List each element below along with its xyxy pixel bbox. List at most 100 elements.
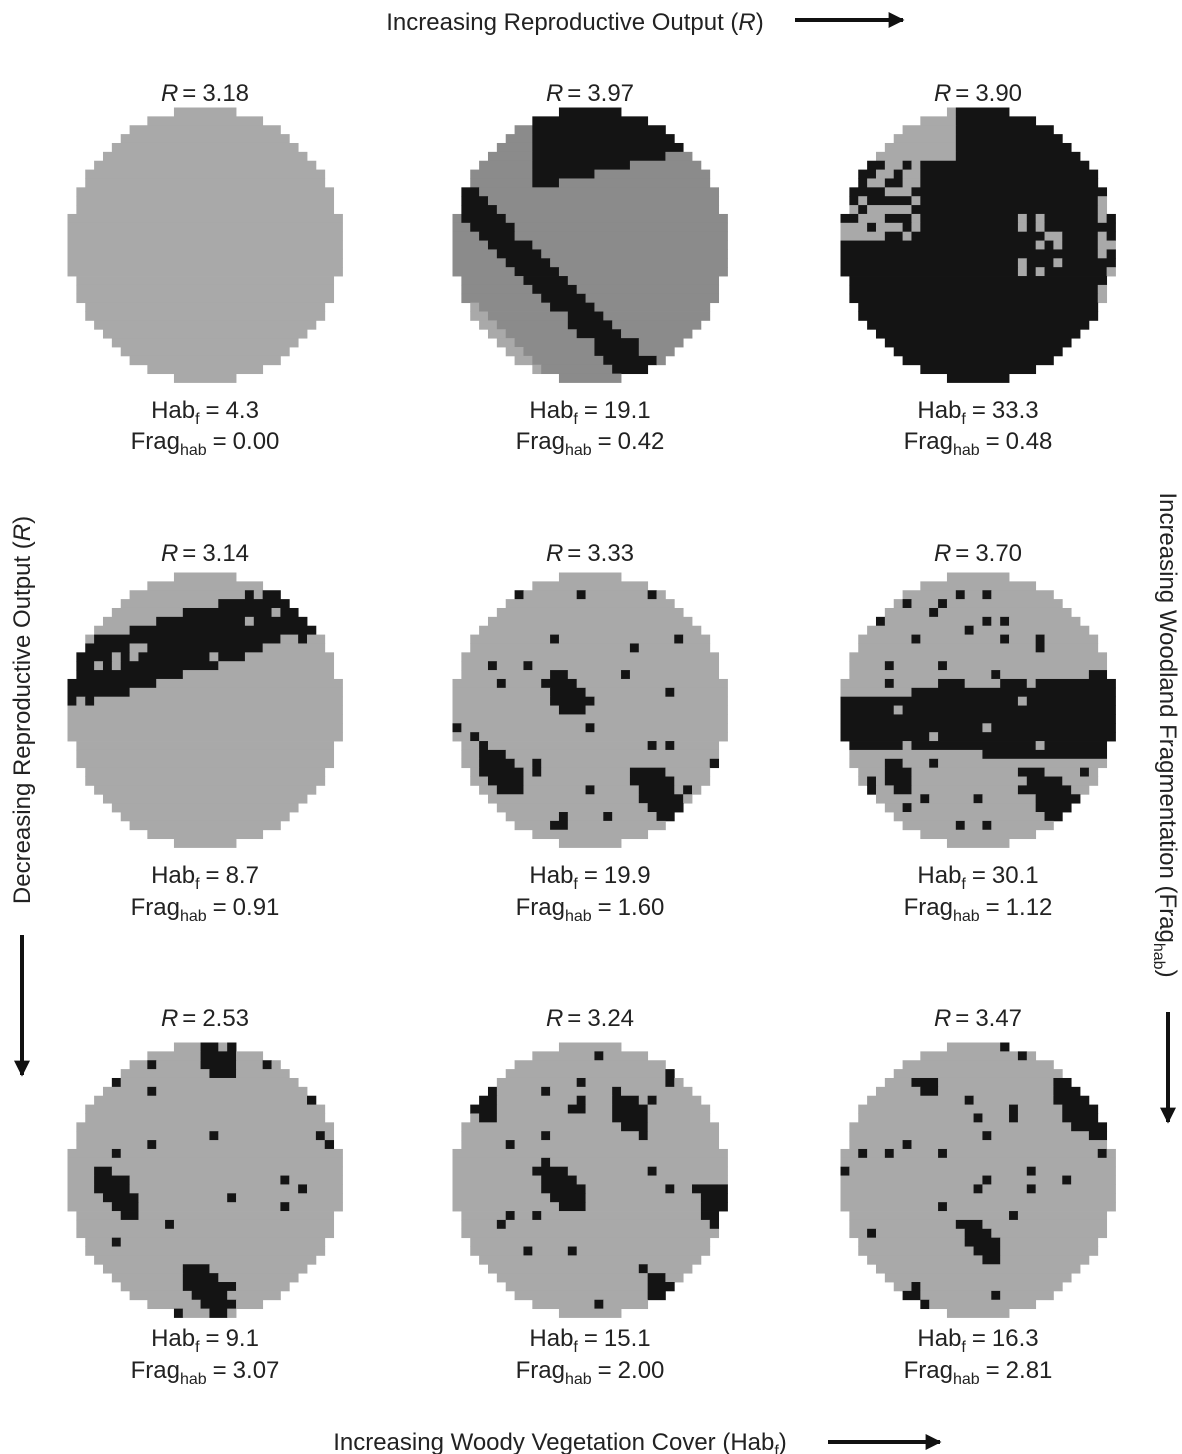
map-cells	[541, 1184, 586, 1194]
text-part: hab	[565, 442, 592, 459]
map-cells	[920, 1086, 939, 1097]
map-cells	[585, 1095, 613, 1105]
map-cells	[911, 1077, 939, 1088]
map-cells	[692, 1184, 728, 1194]
map-cells	[541, 364, 613, 375]
map-cells	[1035, 1184, 1116, 1194]
map-cells	[156, 1140, 326, 1150]
map-cells	[1044, 267, 1108, 277]
map-cells	[102, 1086, 148, 1097]
map-cells	[840, 1184, 974, 1194]
map-cells	[67, 1202, 113, 1212]
map-cells	[452, 231, 480, 241]
habitat-map	[67, 1042, 343, 1318]
map-cells	[884, 1148, 895, 1159]
map-cells	[452, 705, 560, 715]
map-cells	[452, 258, 507, 268]
map-cells	[585, 1184, 666, 1194]
map-cells	[875, 222, 903, 233]
map-cells	[479, 302, 551, 312]
map-cells	[1000, 1290, 1054, 1301]
text-part: =	[213, 1357, 227, 1384]
map-cells	[514, 338, 595, 348]
map-cells	[1017, 767, 1045, 777]
text-part: =	[972, 1325, 986, 1352]
map-cells	[111, 1237, 122, 1247]
map-cells	[85, 1237, 113, 1247]
map-cells	[840, 231, 886, 241]
map-cells	[875, 785, 895, 795]
map-cells	[1062, 231, 1099, 241]
map-cells	[849, 1140, 903, 1150]
map-cells	[858, 1148, 868, 1159]
map-cells	[532, 151, 666, 162]
map-cells	[541, 249, 728, 259]
map-cells	[532, 116, 649, 126]
text-part: hab	[180, 908, 207, 925]
map-cells	[532, 178, 560, 188]
text-part: f	[961, 411, 966, 428]
map-cells	[840, 1148, 859, 1159]
map-cells	[102, 794, 308, 804]
map-cells	[638, 643, 711, 653]
map-cells	[884, 767, 912, 777]
map-cells	[94, 696, 343, 706]
map-cells	[1017, 222, 1028, 233]
map-cells	[902, 222, 912, 233]
map-cells	[946, 572, 1010, 582]
map-cells	[920, 581, 1037, 591]
map-cells	[567, 1166, 649, 1176]
map-cells	[550, 1193, 586, 1203]
text-part: f	[195, 411, 200, 428]
map-cells	[929, 1299, 1037, 1310]
map-cells	[67, 687, 130, 698]
map-cells	[576, 678, 728, 689]
map-cells	[209, 652, 219, 662]
map-cells	[1035, 1166, 1116, 1176]
map-cells	[709, 758, 720, 769]
map-cells	[982, 616, 992, 627]
text-part: 0.48	[1006, 428, 1053, 455]
map-cells	[1044, 222, 1116, 233]
map-cells	[182, 1308, 210, 1318]
map-cells	[594, 696, 728, 706]
map-cells	[867, 320, 1090, 330]
map-cells	[920, 222, 1019, 233]
map-cells	[911, 776, 1028, 786]
map-cells	[920, 1299, 930, 1310]
map-cells	[461, 276, 524, 286]
map-cells	[893, 705, 903, 715]
map-cells	[665, 151, 693, 162]
map-cells	[938, 1077, 1054, 1088]
map-cells	[946, 373, 1010, 383]
map-cells	[982, 1175, 992, 1185]
map-cells	[692, 785, 702, 795]
map-cells	[120, 1237, 326, 1247]
map-cells	[523, 347, 595, 357]
text-part: =	[598, 1357, 612, 1384]
map-cells	[156, 616, 246, 627]
map-cells	[902, 741, 912, 751]
map-cells	[1053, 1086, 1081, 1097]
map-cells	[76, 1131, 210, 1141]
map-cells	[324, 1140, 335, 1150]
map-cells	[991, 1290, 1001, 1301]
map-cells	[1026, 776, 1063, 786]
map-cells	[76, 276, 335, 286]
map-cells	[946, 838, 1010, 848]
map-cells	[920, 196, 1099, 206]
frag-value: Fraghab = 2.00	[516, 1357, 665, 1388]
map-cells	[523, 590, 578, 600]
map-cells	[875, 151, 957, 162]
map-cells	[173, 107, 237, 117]
map-cells	[674, 741, 720, 751]
map-cells	[461, 1122, 622, 1132]
map-cells	[1026, 267, 1037, 277]
map-cells	[147, 1051, 201, 1061]
map-cells	[840, 687, 912, 698]
map-cells	[567, 812, 604, 822]
map-cells	[938, 599, 948, 609]
map-cells	[218, 1131, 317, 1141]
map-cells	[964, 1228, 992, 1239]
map-cells	[541, 678, 578, 689]
